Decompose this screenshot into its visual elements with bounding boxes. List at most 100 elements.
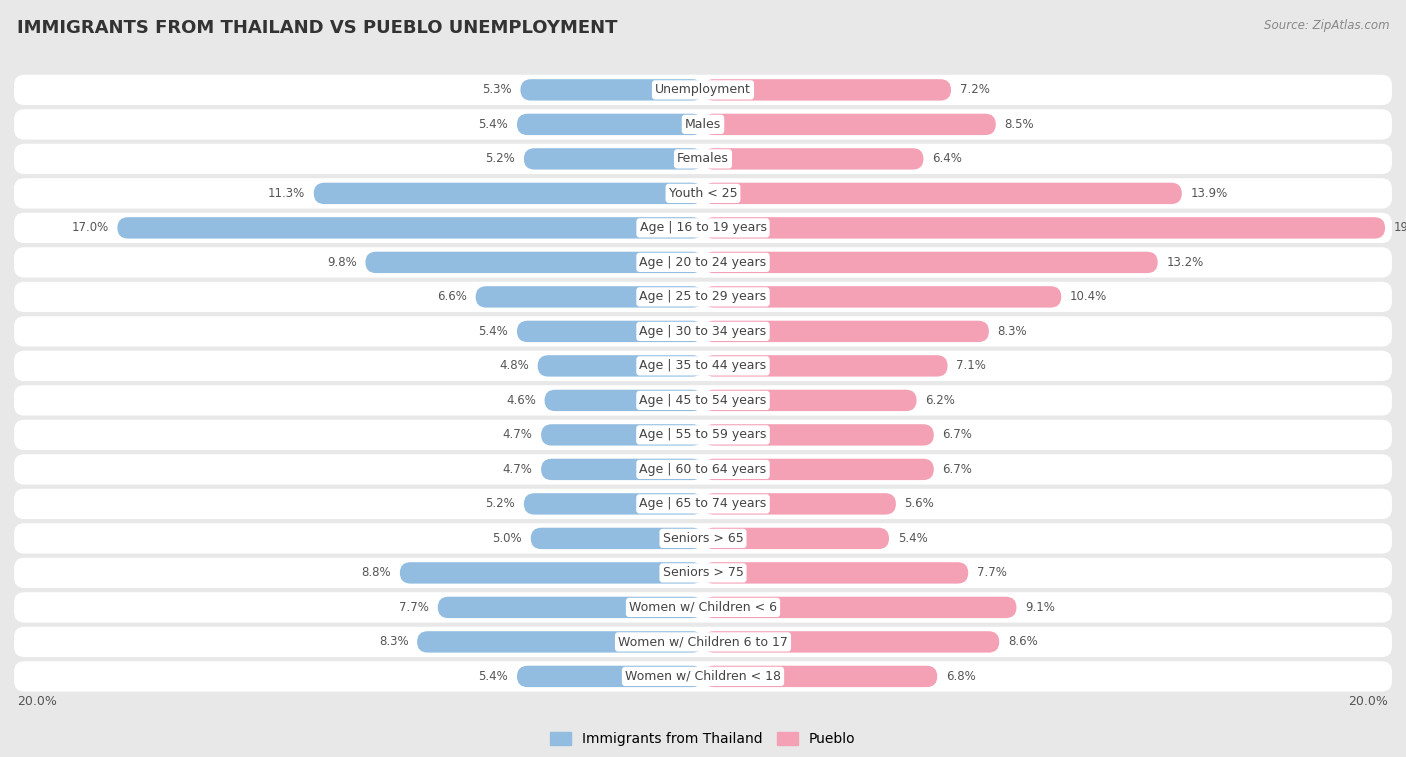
FancyBboxPatch shape (14, 523, 1392, 553)
FancyBboxPatch shape (14, 454, 1392, 484)
FancyBboxPatch shape (14, 316, 1392, 347)
Text: 8.3%: 8.3% (378, 635, 409, 649)
FancyBboxPatch shape (703, 459, 934, 480)
FancyBboxPatch shape (517, 114, 703, 135)
FancyBboxPatch shape (14, 248, 1392, 278)
FancyBboxPatch shape (14, 109, 1392, 139)
Text: Age | 45 to 54 years: Age | 45 to 54 years (640, 394, 766, 407)
Text: Age | 20 to 24 years: Age | 20 to 24 years (640, 256, 766, 269)
Text: Seniors > 75: Seniors > 75 (662, 566, 744, 579)
FancyBboxPatch shape (703, 217, 1385, 238)
FancyBboxPatch shape (14, 592, 1392, 622)
FancyBboxPatch shape (524, 148, 703, 170)
Text: 5.4%: 5.4% (478, 325, 509, 338)
FancyBboxPatch shape (537, 355, 703, 376)
Text: Age | 35 to 44 years: Age | 35 to 44 years (640, 360, 766, 372)
Text: 6.4%: 6.4% (932, 152, 962, 165)
Text: 5.0%: 5.0% (492, 532, 522, 545)
Text: 4.7%: 4.7% (502, 463, 533, 476)
Text: 5.4%: 5.4% (478, 670, 509, 683)
Text: Youth < 25: Youth < 25 (669, 187, 737, 200)
Text: Source: ZipAtlas.com: Source: ZipAtlas.com (1264, 19, 1389, 32)
FancyBboxPatch shape (14, 144, 1392, 174)
Text: Women w/ Children < 18: Women w/ Children < 18 (626, 670, 780, 683)
FancyBboxPatch shape (517, 665, 703, 687)
Text: Males: Males (685, 118, 721, 131)
Text: 5.2%: 5.2% (485, 497, 515, 510)
FancyBboxPatch shape (366, 251, 703, 273)
Text: Age | 30 to 34 years: Age | 30 to 34 years (640, 325, 766, 338)
FancyBboxPatch shape (703, 424, 934, 446)
FancyBboxPatch shape (524, 494, 703, 515)
Text: 5.3%: 5.3% (482, 83, 512, 96)
FancyBboxPatch shape (14, 350, 1392, 381)
FancyBboxPatch shape (14, 75, 1392, 105)
FancyBboxPatch shape (703, 79, 950, 101)
FancyBboxPatch shape (703, 597, 1017, 618)
FancyBboxPatch shape (703, 286, 1062, 307)
Text: 7.7%: 7.7% (399, 601, 429, 614)
FancyBboxPatch shape (541, 424, 703, 446)
Text: Unemployment: Unemployment (655, 83, 751, 96)
Text: Age | 16 to 19 years: Age | 16 to 19 years (640, 221, 766, 235)
FancyBboxPatch shape (541, 459, 703, 480)
Text: Seniors > 65: Seniors > 65 (662, 532, 744, 545)
Text: Age | 60 to 64 years: Age | 60 to 64 years (640, 463, 766, 476)
FancyBboxPatch shape (475, 286, 703, 307)
Text: 20.0%: 20.0% (1348, 695, 1389, 708)
FancyBboxPatch shape (520, 79, 703, 101)
FancyBboxPatch shape (703, 665, 938, 687)
Text: 5.4%: 5.4% (897, 532, 928, 545)
Text: 8.6%: 8.6% (1008, 635, 1038, 649)
Text: 6.7%: 6.7% (942, 463, 973, 476)
Text: 11.3%: 11.3% (269, 187, 305, 200)
FancyBboxPatch shape (14, 385, 1392, 416)
Text: 7.7%: 7.7% (977, 566, 1007, 579)
Text: 6.2%: 6.2% (925, 394, 955, 407)
Text: 8.5%: 8.5% (1004, 118, 1033, 131)
FancyBboxPatch shape (703, 631, 1000, 653)
Text: 13.2%: 13.2% (1167, 256, 1204, 269)
Text: 7.2%: 7.2% (960, 83, 990, 96)
Text: Age | 65 to 74 years: Age | 65 to 74 years (640, 497, 766, 510)
FancyBboxPatch shape (703, 251, 1157, 273)
FancyBboxPatch shape (117, 217, 703, 238)
Text: 4.7%: 4.7% (502, 428, 533, 441)
FancyBboxPatch shape (314, 182, 703, 204)
FancyBboxPatch shape (14, 558, 1392, 588)
FancyBboxPatch shape (703, 562, 969, 584)
FancyBboxPatch shape (703, 321, 988, 342)
FancyBboxPatch shape (531, 528, 703, 549)
FancyBboxPatch shape (703, 355, 948, 376)
FancyBboxPatch shape (703, 528, 889, 549)
FancyBboxPatch shape (703, 148, 924, 170)
FancyBboxPatch shape (544, 390, 703, 411)
FancyBboxPatch shape (418, 631, 703, 653)
Text: 4.8%: 4.8% (499, 360, 529, 372)
FancyBboxPatch shape (399, 562, 703, 584)
Text: 6.6%: 6.6% (437, 291, 467, 304)
Text: 5.4%: 5.4% (478, 118, 509, 131)
Text: Age | 25 to 29 years: Age | 25 to 29 years (640, 291, 766, 304)
Text: 5.6%: 5.6% (904, 497, 934, 510)
Legend: Immigrants from Thailand, Pueblo: Immigrants from Thailand, Pueblo (546, 727, 860, 752)
Text: Females: Females (678, 152, 728, 165)
Text: 19.8%: 19.8% (1393, 221, 1406, 235)
FancyBboxPatch shape (14, 178, 1392, 209)
Text: 8.8%: 8.8% (361, 566, 391, 579)
Text: 10.4%: 10.4% (1070, 291, 1107, 304)
FancyBboxPatch shape (14, 213, 1392, 243)
Text: 6.7%: 6.7% (942, 428, 973, 441)
Text: 9.8%: 9.8% (328, 256, 357, 269)
FancyBboxPatch shape (703, 390, 917, 411)
Text: 7.1%: 7.1% (956, 360, 986, 372)
FancyBboxPatch shape (14, 282, 1392, 312)
FancyBboxPatch shape (14, 661, 1392, 692)
FancyBboxPatch shape (703, 494, 896, 515)
FancyBboxPatch shape (14, 627, 1392, 657)
FancyBboxPatch shape (14, 489, 1392, 519)
Text: 5.2%: 5.2% (485, 152, 515, 165)
Text: Age | 55 to 59 years: Age | 55 to 59 years (640, 428, 766, 441)
Text: Women w/ Children 6 to 17: Women w/ Children 6 to 17 (619, 635, 787, 649)
FancyBboxPatch shape (703, 114, 995, 135)
